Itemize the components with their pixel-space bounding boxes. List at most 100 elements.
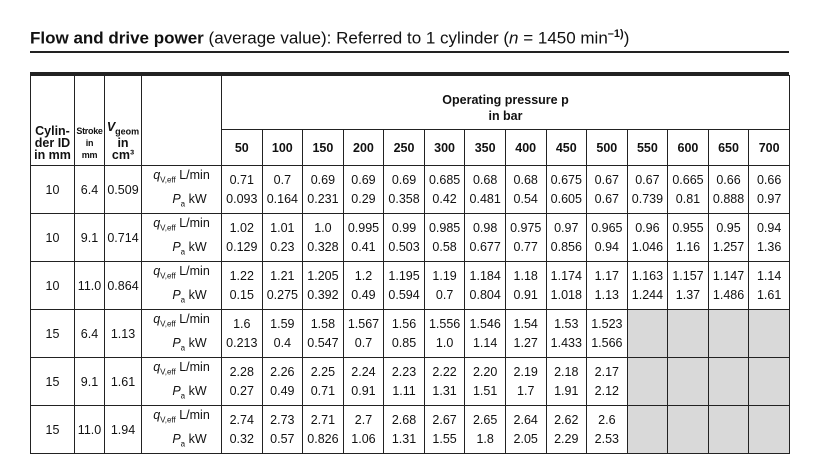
cylinder-id-cell: 10	[30, 213, 75, 262]
power-value: 1.06	[351, 431, 376, 446]
empty-gray-cell	[707, 405, 750, 454]
power-value: 1.486	[712, 287, 745, 302]
power-value: 1.244	[631, 287, 664, 302]
power-value: 0.129	[226, 239, 258, 254]
p-symbol: P	[172, 191, 181, 206]
power-value: 0.4	[273, 335, 292, 350]
quantity-label-cell: qV,eff L/min Pa kW	[141, 405, 222, 454]
value-cell: 0.985 0.58	[423, 213, 466, 262]
flow-value: 0.665	[672, 172, 704, 187]
power-value: 0.94	[594, 239, 620, 254]
q-subscript: V,eff	[160, 223, 176, 233]
table-row: 10 9.1 0.714 qV,eff L/min Pa kW 1.02 0.129 1.01…	[30, 213, 790, 262]
vgeom-cell: 1.94	[104, 405, 142, 454]
power-value: 0.503	[388, 239, 420, 254]
value-cell: 1.174 1.018	[545, 261, 588, 310]
flow-value: 0.685	[428, 172, 461, 187]
flow-value: 1.02	[229, 220, 254, 235]
flow-value: 2.17	[594, 364, 620, 379]
value-cell: 0.67 0.67	[586, 165, 628, 214]
value-cell: 0.965 0.94	[586, 213, 628, 262]
value-cell: 1.6 0.213	[221, 309, 263, 358]
value-cell: 0.68 0.481	[464, 165, 506, 214]
power-value: 0.093	[226, 191, 258, 206]
value-cell: 0.97 0.856	[545, 213, 588, 262]
p-subscript: a	[180, 247, 186, 256]
flow-value: 2.6	[598, 412, 616, 427]
value-cell: 0.69 0.231	[302, 165, 344, 214]
flow-value: 0.68	[472, 172, 498, 187]
flow-value: 1.184	[469, 268, 501, 283]
power-value: 0.71	[310, 383, 336, 398]
flow-value: 0.68	[513, 172, 538, 187]
power-value: 0.213	[226, 335, 258, 350]
power-value: 0.91	[513, 287, 538, 302]
p-subscript: a	[180, 199, 186, 208]
flow-value: 0.94	[756, 220, 782, 235]
pressure-header-650: 650	[707, 129, 750, 166]
power-value: 0.739	[631, 191, 664, 206]
flow-value: 2.65	[472, 412, 498, 427]
stroke-cell: 9.1	[74, 213, 105, 262]
p-symbol: P	[172, 383, 181, 398]
power-value: 1.0	[435, 335, 454, 350]
p-unit: kW	[185, 191, 207, 206]
empty-gray-cell	[707, 309, 750, 358]
flow-value: 0.67	[594, 172, 620, 187]
power-value: 0.49	[270, 383, 295, 398]
empty-gray-cell	[626, 405, 669, 454]
cylinder-id-cell: 10	[30, 165, 75, 214]
flow-value: 1.567	[347, 316, 380, 331]
flow-value: 2.74	[229, 412, 254, 427]
p-unit: kW	[185, 431, 207, 446]
title-divider	[30, 51, 789, 53]
power-value: 1.91	[554, 383, 579, 398]
value-cell: 1.14 1.61	[748, 261, 790, 310]
flow-value: 1.14	[756, 268, 782, 283]
power-value: 0.677	[469, 239, 501, 254]
table-row: 15 11.0 1.94 qV,eff L/min Pa kW 2.74 0.32 2.73 0…	[30, 405, 790, 454]
flow-value: 1.205	[307, 268, 339, 283]
flow-value: 2.64	[513, 412, 538, 427]
pressure-header-250: 250	[383, 129, 425, 166]
power-value: 0.49	[351, 287, 376, 302]
q-unit: L/min	[175, 312, 210, 326]
flow-value: 0.955	[672, 220, 704, 235]
value-cell: 2.24 0.91	[342, 357, 385, 406]
value-cell: 2.62 2.29	[545, 405, 588, 454]
table-row: 15 6.4 1.13 qV,eff L/min Pa kW 1.6 0.213 1.59 0.…	[30, 309, 790, 358]
power-value: 1.433	[550, 335, 582, 350]
cylinder-id-cell: 10	[30, 261, 75, 310]
power-value: 1.11	[392, 383, 416, 398]
pressure-header-50: 50	[221, 129, 263, 166]
stroke-cell: 11.0	[74, 261, 105, 310]
flow-value: 0.7	[273, 172, 292, 187]
value-cell: 2.71 0.826	[302, 405, 344, 454]
flow-value: 0.71	[229, 172, 254, 187]
flow-value: 2.24	[351, 364, 376, 379]
empty-gray-cell	[626, 357, 669, 406]
empty-gray-cell	[667, 309, 709, 358]
power-value: 0.57	[270, 431, 295, 446]
q-symbol: q	[153, 408, 161, 422]
flow-value: 1.59	[270, 316, 295, 331]
value-cell: 1.195 0.594	[383, 261, 425, 310]
q-symbol: q	[153, 216, 161, 230]
flow-value: 1.19	[432, 268, 457, 283]
flow-value: 2.62	[554, 412, 579, 427]
flow-value: 1.54	[513, 316, 538, 331]
flow-value: 0.66	[756, 172, 782, 187]
power-value: 0.29	[351, 191, 376, 206]
value-cell: 1.18 0.91	[504, 261, 547, 310]
pressure-header-350: 350	[464, 129, 506, 166]
flow-value: 2.20	[472, 364, 498, 379]
pressure-header-400: 400	[504, 129, 547, 166]
power-value: 0.42	[432, 191, 457, 206]
value-cell: 0.685 0.42	[423, 165, 466, 214]
value-cell: 2.74 0.32	[221, 405, 263, 454]
power-value: 1.36	[756, 239, 782, 254]
power-value: 1.31	[432, 383, 457, 398]
power-value: 0.826	[307, 431, 339, 446]
stroke-cell: 11.0	[74, 405, 105, 454]
power-value: 1.61	[756, 287, 782, 302]
